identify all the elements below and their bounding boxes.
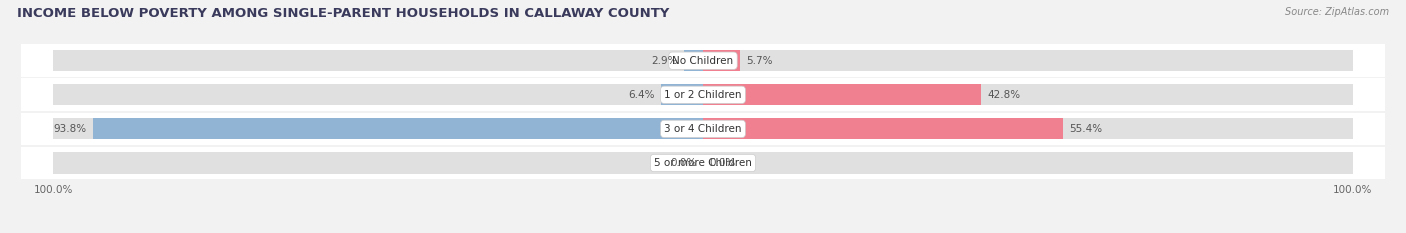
Text: 1 or 2 Children: 1 or 2 Children bbox=[664, 90, 742, 100]
FancyBboxPatch shape bbox=[21, 147, 1385, 179]
Text: 0.0%: 0.0% bbox=[671, 158, 696, 168]
Bar bbox=[53, 84, 703, 105]
Bar bbox=[703, 118, 1353, 140]
Text: 42.8%: 42.8% bbox=[987, 90, 1021, 100]
Bar bbox=[703, 50, 740, 71]
Text: No Children: No Children bbox=[672, 56, 734, 66]
Text: 93.8%: 93.8% bbox=[53, 124, 87, 134]
FancyBboxPatch shape bbox=[21, 44, 1385, 77]
Text: 5 or more Children: 5 or more Children bbox=[654, 158, 752, 168]
Bar bbox=[703, 50, 1353, 71]
Bar bbox=[685, 50, 703, 71]
Text: Source: ZipAtlas.com: Source: ZipAtlas.com bbox=[1285, 7, 1389, 17]
Bar bbox=[703, 118, 1063, 140]
Bar bbox=[93, 118, 703, 140]
Text: INCOME BELOW POVERTY AMONG SINGLE-PARENT HOUSEHOLDS IN CALLAWAY COUNTY: INCOME BELOW POVERTY AMONG SINGLE-PARENT… bbox=[17, 7, 669, 20]
Text: 3 or 4 Children: 3 or 4 Children bbox=[664, 124, 742, 134]
FancyBboxPatch shape bbox=[21, 79, 1385, 111]
Bar bbox=[53, 50, 703, 71]
Bar bbox=[703, 84, 1353, 105]
Text: 0.0%: 0.0% bbox=[710, 158, 735, 168]
Text: 6.4%: 6.4% bbox=[628, 90, 655, 100]
Bar bbox=[661, 84, 703, 105]
Text: 55.4%: 55.4% bbox=[1070, 124, 1102, 134]
FancyBboxPatch shape bbox=[21, 113, 1385, 145]
Text: 5.7%: 5.7% bbox=[747, 56, 773, 66]
Bar bbox=[53, 118, 703, 140]
Bar bbox=[703, 152, 1353, 174]
Text: 2.9%: 2.9% bbox=[651, 56, 678, 66]
Bar bbox=[703, 84, 981, 105]
Bar bbox=[53, 152, 703, 174]
